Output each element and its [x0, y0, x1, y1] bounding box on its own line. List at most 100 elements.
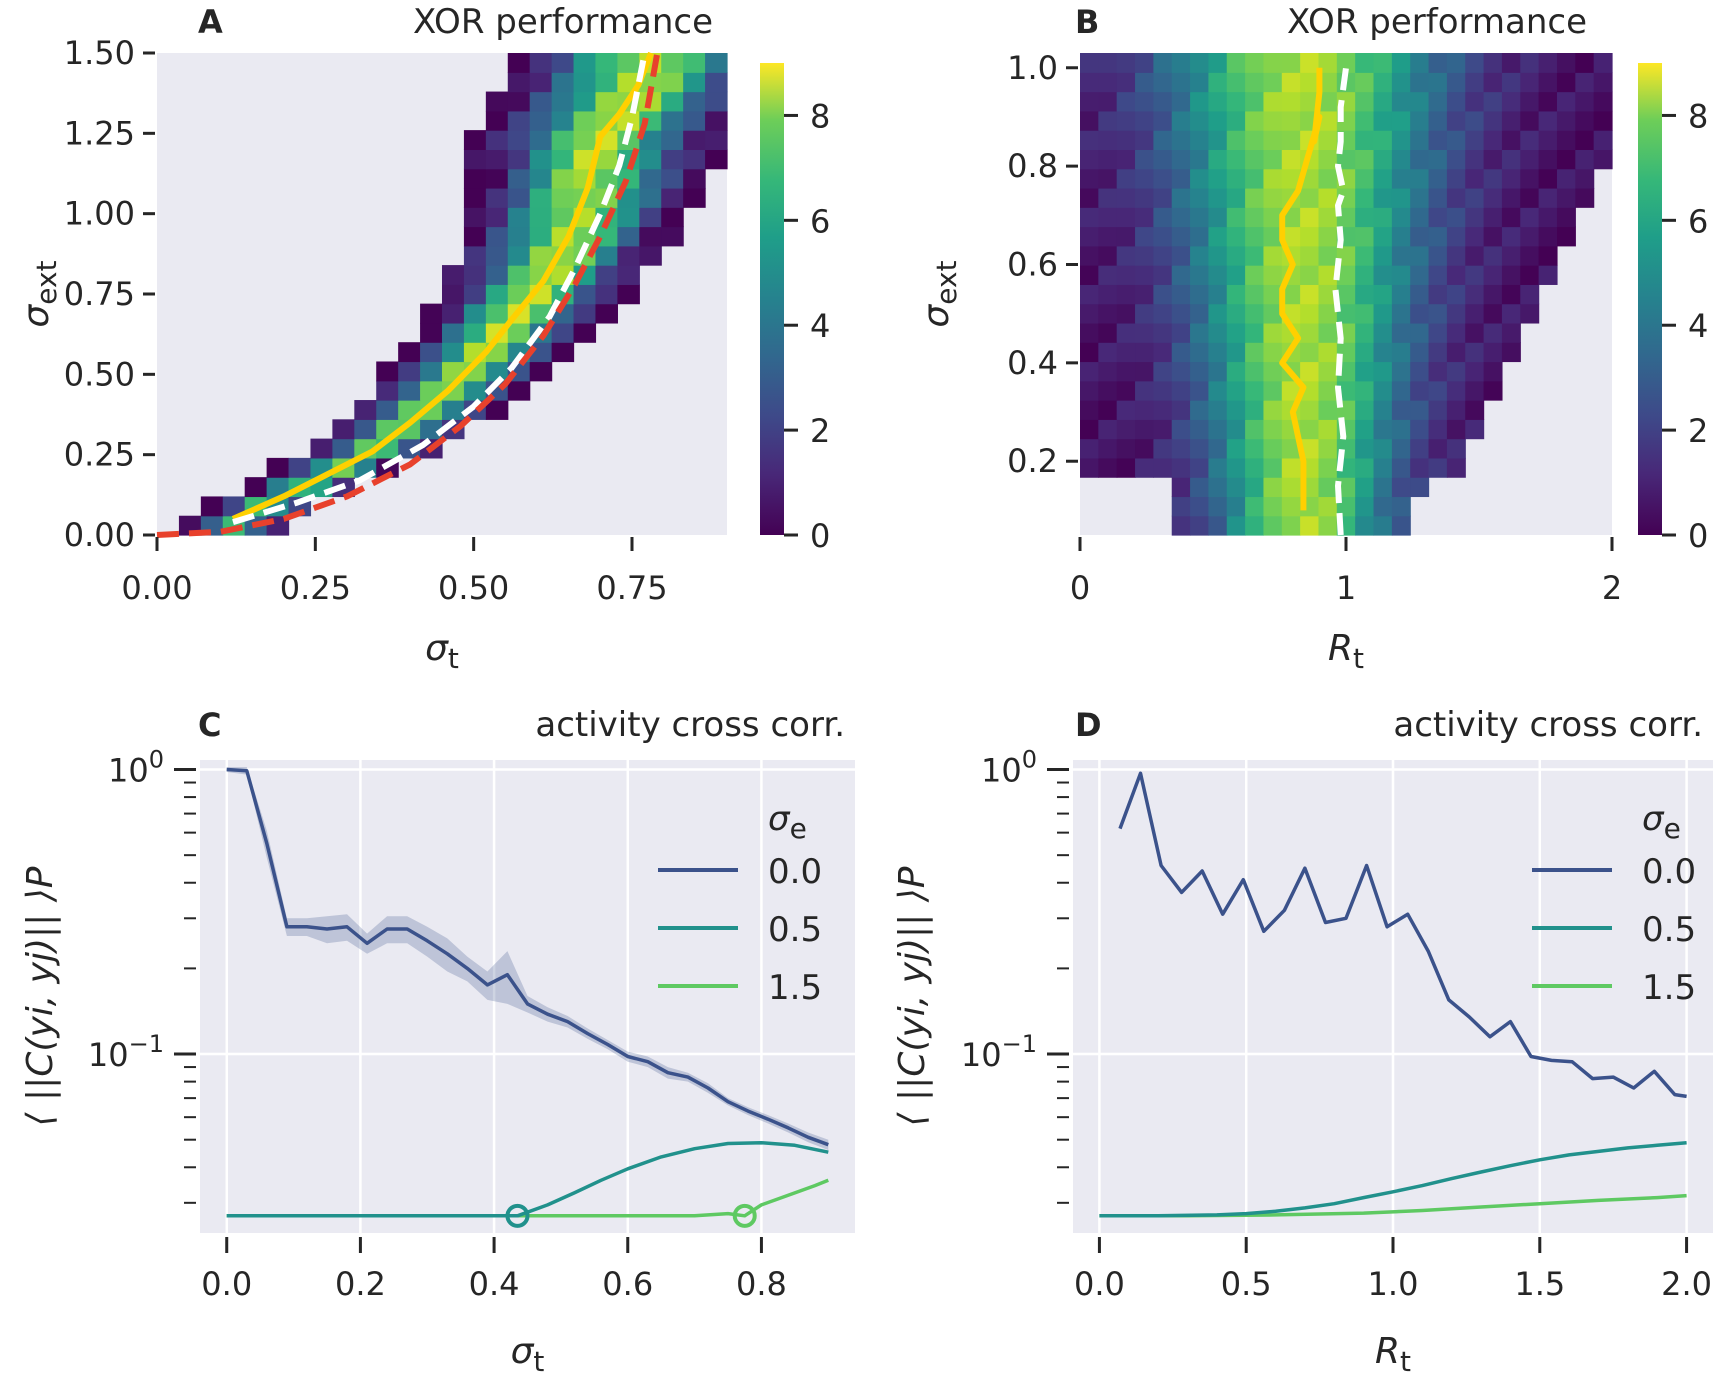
heatmap-cell: [1226, 53, 1246, 73]
heatmap-cell: [507, 130, 531, 150]
heatmap-cell: [398, 438, 421, 459]
heatmap-cell: [1190, 303, 1210, 324]
heatmap-cell: [507, 91, 531, 112]
heatmap-cell: [1355, 168, 1375, 189]
heatmap-cell: [661, 130, 684, 150]
heatmap-cell: [1226, 438, 1246, 459]
heatmap-cell: [1593, 72, 1613, 93]
heatmap-cell: [1153, 207, 1173, 228]
y-axis-label: ⟨ ||C(yi, yj)|| ⟩P: [892, 866, 933, 1126]
heatmap-cell: [1263, 322, 1283, 343]
x-tick-label: 0.5: [1221, 1265, 1272, 1303]
heatmap-cell: [1501, 110, 1521, 131]
heatmap-cell: [1355, 457, 1375, 478]
heatmap-cell: [1190, 457, 1210, 478]
heatmap-cell: [1080, 438, 1099, 459]
heatmap-cell: [661, 168, 684, 189]
heatmap-cell: [1208, 265, 1228, 285]
heatmap-cell: [1171, 400, 1191, 420]
heatmap-cell: [529, 72, 553, 93]
heatmap-cell: [1318, 284, 1338, 305]
heatmap-cell: [1208, 245, 1228, 266]
heatmap-cell: [1153, 438, 1173, 459]
heatmap-cell: [1391, 265, 1411, 285]
heatmap-cell: [507, 149, 531, 170]
heatmap-cell: [507, 265, 531, 285]
heatmap-cell: [595, 226, 618, 247]
heatmap-cell: [1446, 419, 1466, 440]
heatmap-cell: [1446, 322, 1466, 343]
heatmap-cell: [1355, 91, 1375, 112]
heatmap-cell: [1465, 265, 1485, 285]
heatmap-cell: [1391, 91, 1411, 112]
heatmap-cell: [1190, 496, 1210, 517]
heatmap-cell: [1373, 496, 1393, 517]
heatmap-cell: [1245, 207, 1265, 228]
heatmap-cell: [1245, 457, 1265, 478]
heatmap-cell: [1373, 419, 1393, 440]
heatmap-cell: [1465, 303, 1485, 324]
y-tick-label: 100: [108, 746, 164, 790]
heatmap-cell: [1483, 342, 1503, 363]
heatmap-cell: [1226, 477, 1246, 498]
heatmap-cell: [1281, 284, 1301, 305]
heatmap-cell: [1501, 72, 1521, 93]
heatmap-cell: [1428, 110, 1448, 131]
heatmap-cell: [1373, 53, 1393, 73]
heatmap-cell: [529, 149, 553, 170]
heatmap-cell: [1171, 226, 1191, 247]
heatmap-cell: [1355, 187, 1375, 208]
heatmap-cell: [1263, 496, 1283, 517]
heatmap-cell: [1501, 207, 1521, 228]
heatmap-cell: [485, 168, 509, 189]
heatmap-cell: [1391, 284, 1411, 305]
heatmap-cell: [1263, 245, 1283, 266]
heatmap-cell: [1226, 419, 1246, 440]
heatmap-cell: [1208, 226, 1228, 247]
x-axis-label: Rt: [1328, 628, 1364, 675]
heatmap-cell: [485, 265, 509, 285]
heatmap-cell: [705, 72, 728, 93]
heatmap-cell: [1153, 361, 1173, 382]
heatmap-cell: [398, 342, 421, 363]
heatmap-cell: [1501, 284, 1521, 305]
axis-ticks: 100 10−1 0.0 0.5 1.0 1.5 2.0: [961, 746, 1712, 1303]
heatmap-cell: [222, 496, 246, 517]
heatmap-cell: [683, 91, 706, 112]
heatmap-cell: [1465, 342, 1485, 363]
heatmap-cell: [1446, 207, 1466, 228]
heatmap-cell: [1098, 419, 1118, 440]
heatmap-cell: [595, 168, 618, 189]
heatmap-cell: [1355, 284, 1375, 305]
legend-label: 1.5: [1642, 968, 1696, 1008]
heatmap-cell: [485, 130, 509, 150]
heatmap-cell: [463, 130, 487, 150]
heatmap-cell: [1520, 53, 1540, 73]
series-line-0-0: [226, 767, 829, 1147]
heatmap-cell: [1373, 168, 1393, 189]
heatmap-cell: [551, 72, 575, 93]
heatmap-cell: [1501, 149, 1521, 170]
heatmap-cell: [1410, 149, 1430, 170]
heatmap-cell: [1410, 284, 1430, 305]
heatmap-cell: [1538, 207, 1558, 228]
heatmap-cell: [1428, 342, 1448, 363]
heatmap-cell: [1428, 400, 1448, 420]
heatmap-cell: [595, 149, 618, 170]
heatmap-cell: [1501, 265, 1521, 285]
heatmap-cell: [1318, 438, 1338, 459]
heatmap-cell: [529, 342, 553, 363]
heatmap-cell: [1538, 53, 1558, 73]
heatmap-cell: [1520, 207, 1540, 228]
heatmap-cell: [639, 245, 662, 266]
heatmap-cell: [1116, 457, 1136, 478]
heatmap-cell: [1098, 322, 1118, 343]
heatmap-cell: [1080, 130, 1099, 150]
y-tick-label: 0.2: [1007, 442, 1058, 480]
colorbar-tick-label: 6: [810, 202, 830, 240]
heatmap-cell: [1190, 72, 1210, 93]
heatmap-cell: [617, 110, 640, 131]
heatmap-cell: [1373, 322, 1393, 343]
heatmap-cell: [1355, 53, 1375, 73]
heatmap-cell: [1300, 400, 1320, 420]
